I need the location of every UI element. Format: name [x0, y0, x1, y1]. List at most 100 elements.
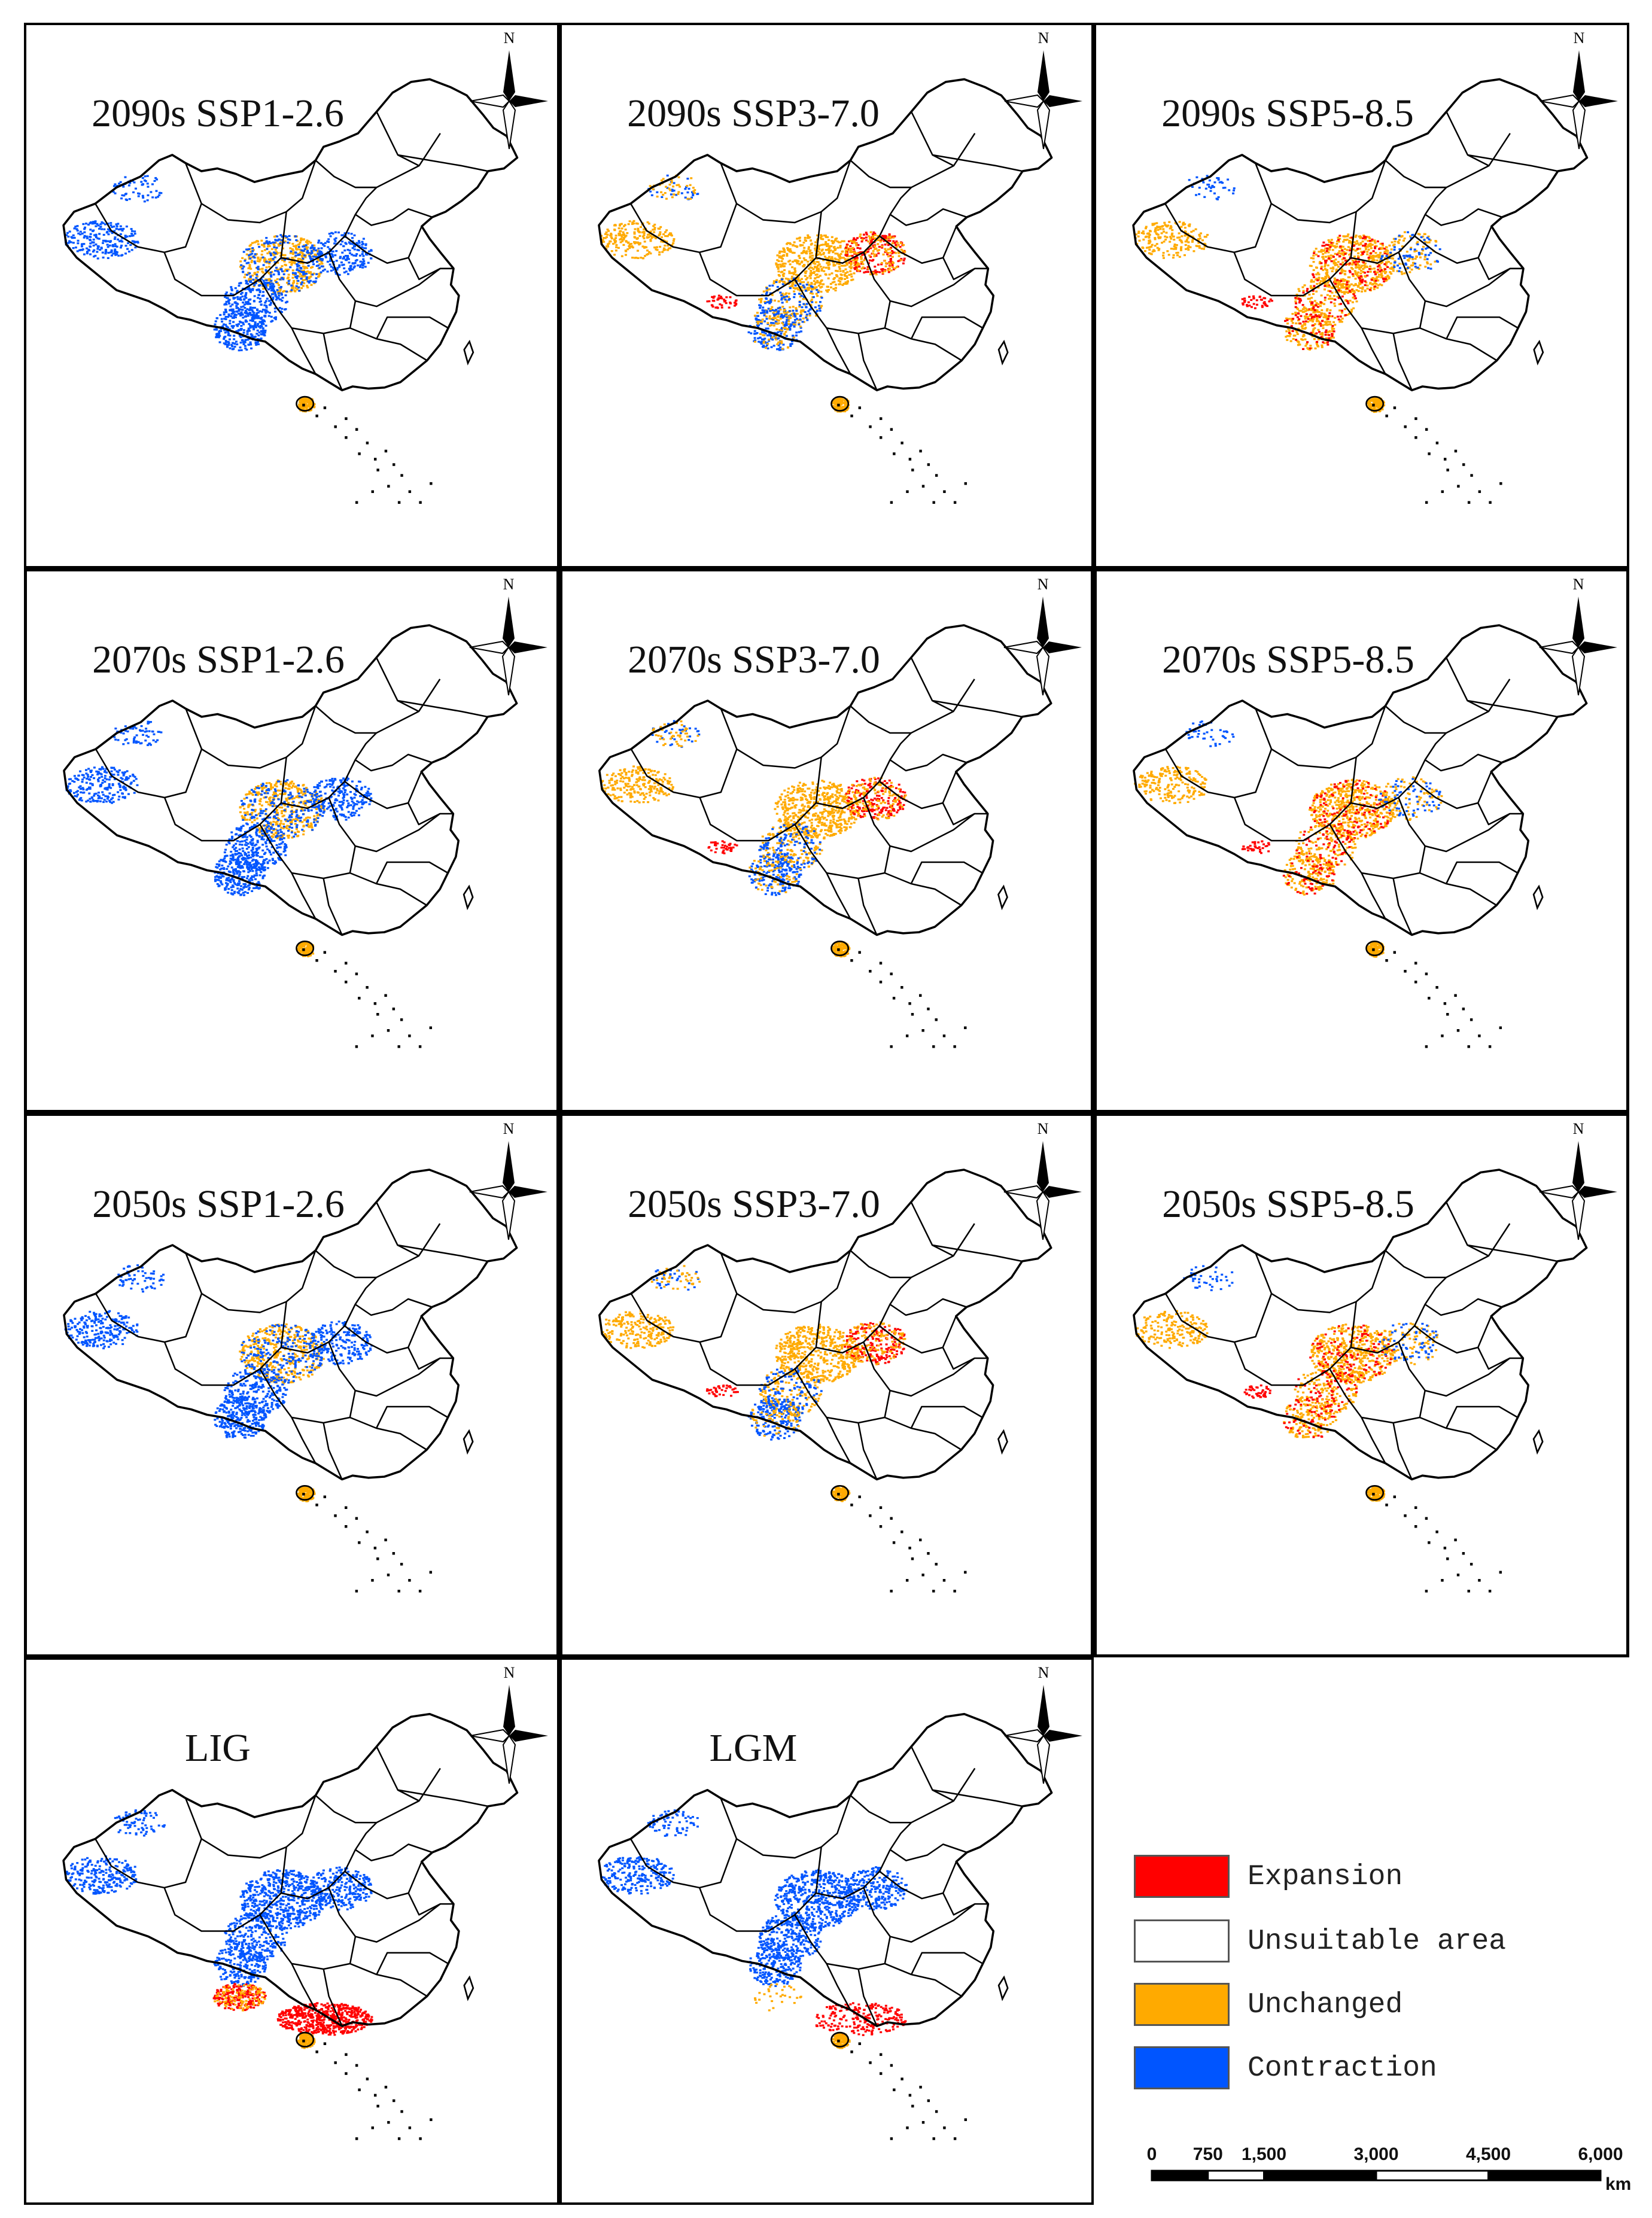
map-panel-2050s-ssp3-70: 2050s SSP3-7.0 N — [559, 1113, 1094, 1657]
legend-item-unsuitable: Unsuitable area — [1134, 1919, 1613, 1967]
china-map — [1133, 1169, 1588, 1593]
scale-unit-label: km — [1605, 2174, 1630, 2194]
hainan-outline — [830, 940, 850, 957]
panel-title: 2050s SSP3-7.0 — [562, 1182, 945, 1227]
taiwan-outline — [463, 1975, 474, 2001]
suitability-change-raster — [601, 1809, 908, 2049]
south-china-sea-islands — [837, 403, 968, 504]
north-label: N — [503, 1120, 515, 1137]
hainan-outline — [830, 1484, 850, 1501]
hainan-outline — [296, 1484, 315, 1501]
north-label: N — [503, 576, 515, 593]
north-label: N — [504, 1664, 515, 1681]
north-label: N — [1038, 1120, 1049, 1137]
china-map — [62, 1712, 519, 2140]
south-china-sea-islands — [302, 2039, 433, 2140]
suitability-change-raster — [65, 720, 373, 957]
legend-label-unsuitable: Unsuitable area — [1248, 1925, 1506, 1958]
province-boundaries — [95, 1746, 488, 2027]
panel-title: 2070s SSP1-2.6 — [27, 637, 410, 683]
province-boundaries — [1164, 111, 1558, 391]
panel-title: 2070s SSP5-8.5 — [1097, 637, 1480, 683]
south-china-sea-islands — [837, 2039, 968, 2140]
map-panel-2070s-ssp1-26: 2070s SSP1-2.6 N — [24, 568, 559, 1113]
hainan-outline — [1365, 1484, 1385, 1501]
south-china-sea-islands — [1372, 948, 1502, 1048]
china-map — [598, 78, 1053, 504]
china-map — [1133, 624, 1588, 1048]
province-boundaries — [1164, 1201, 1558, 1480]
scale-segment — [1263, 2170, 1377, 2182]
north-arrow-icon: N — [1539, 1120, 1617, 1240]
china-map — [62, 78, 519, 504]
panel-title: 2090s SSP5-8.5 — [1096, 91, 1479, 136]
province-boundaries — [629, 111, 1023, 391]
country-outline — [62, 1712, 519, 2028]
map-panel-2090s-ssp5-85: 2090s SSP5-8.5 N — [1094, 23, 1629, 568]
country-outline — [63, 624, 518, 936]
panel-title: LIG — [26, 1726, 409, 1771]
map-legend: Expansion Unsuitable area Unchanged Cont… — [1134, 1855, 1613, 2106]
country-outline — [598, 1169, 1052, 1481]
south-china-sea-islands — [302, 948, 433, 1048]
scale-tick-label: 3,000 — [1353, 2144, 1398, 2164]
panel-title: 2090s SSP3-7.0 — [562, 91, 945, 136]
country-outline — [1133, 624, 1588, 936]
taiwan-outline — [1532, 1429, 1544, 1455]
south-china-sea-islands — [837, 1493, 967, 1593]
legend-item-unchanged: Unchanged — [1134, 1983, 1613, 2031]
south-china-sea-islands — [837, 948, 967, 1048]
suitability-change-raster — [601, 1265, 906, 1502]
taiwan-outline — [997, 1975, 1009, 2001]
suitability-change-raster — [1135, 1265, 1439, 1502]
scale-tick-label: 1,500 — [1242, 2144, 1286, 2164]
panel-title: 2050s SSP1-2.6 — [27, 1182, 410, 1227]
legend-swatch-unchanged — [1134, 1983, 1230, 2026]
panel-title: LGM — [562, 1726, 945, 1771]
country-outline — [1133, 1169, 1588, 1481]
scale-tick-label: 6,000 — [1578, 2144, 1623, 2164]
province-boundaries — [95, 1201, 488, 1480]
hainan-outline — [296, 395, 315, 412]
map-panel-2050s-ssp5-85: 2050s SSP5-8.5 N — [1094, 1113, 1629, 1657]
south-china-sea-islands — [302, 1493, 433, 1593]
country-outline — [62, 78, 519, 392]
legend-label-contraction: Contraction — [1248, 2052, 1437, 2085]
south-china-sea-islands — [302, 403, 433, 504]
north-label: N — [1573, 576, 1584, 593]
legend-swatch-unsuitable — [1134, 1919, 1230, 1963]
scale-tick-label: 4,500 — [1466, 2144, 1511, 2164]
north-label: N — [1038, 576, 1049, 593]
province-boundaries — [630, 1201, 1023, 1480]
country-outline — [598, 1712, 1053, 2028]
scale-tick-label: 750 — [1193, 2144, 1223, 2164]
hainan-outline — [830, 395, 850, 412]
suitability-change-raster — [601, 720, 908, 958]
north-arrow-icon: N — [1539, 576, 1617, 696]
legend-item-contraction: Contraction — [1134, 2046, 1613, 2094]
suitability-change-raster — [65, 1809, 373, 2049]
china-map — [598, 1169, 1052, 1593]
north-label: N — [1038, 29, 1049, 47]
north-label: N — [504, 29, 515, 47]
taiwan-outline — [463, 339, 474, 366]
province-boundaries — [95, 657, 488, 936]
hainan-outline — [1365, 940, 1385, 957]
province-boundaries — [630, 657, 1023, 936]
north-arrow-icon: N — [1003, 1120, 1082, 1240]
taiwan-outline — [463, 1429, 474, 1455]
hainan-outline — [296, 2031, 315, 2048]
panel-title: 2070s SSP3-7.0 — [562, 637, 945, 683]
legend-item-expansion: Expansion — [1134, 1855, 1613, 1903]
north-arrow-icon: N — [469, 1120, 547, 1240]
map-panel-2090s-ssp1-26: 2090s SSP1-2.6 N — [24, 23, 559, 568]
taiwan-outline — [1533, 339, 1544, 366]
country-outline — [1132, 78, 1589, 392]
suitability-change-raster — [600, 174, 907, 413]
panel-title: 2050s SSP5-8.5 — [1097, 1182, 1480, 1227]
china-map — [63, 1169, 518, 1593]
hainan-outline — [1365, 395, 1385, 412]
map-panel-2070s-ssp5-85: 2070s SSP5-8.5 N — [1094, 568, 1629, 1113]
suitability-change-raster — [1134, 175, 1441, 413]
taiwan-outline — [997, 1429, 1008, 1455]
